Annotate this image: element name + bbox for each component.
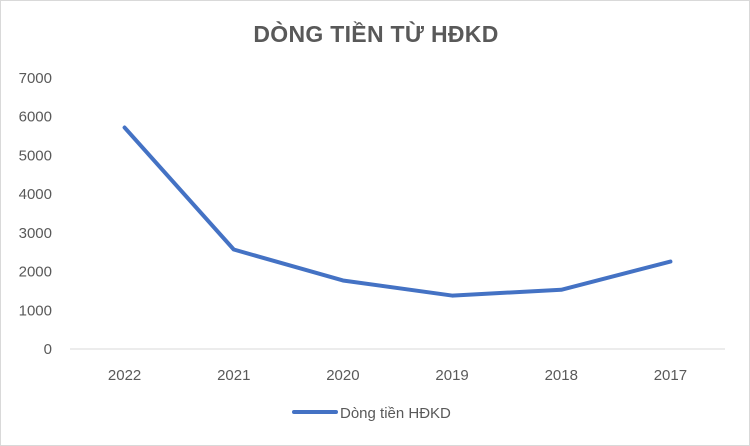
chart-title: DÒNG TIỀN TỪ HĐKD (253, 21, 499, 47)
series-layer (122, 125, 673, 298)
y-tick-label: 4000 (19, 186, 52, 203)
legend: Dòng tiền HĐKD (292, 405, 451, 422)
y-tick-label: 2000 (19, 264, 52, 281)
y-tick-label: 0 (44, 341, 52, 358)
y-tick-label: 5000 (19, 147, 52, 164)
x-tick-label: 2021 (217, 367, 250, 384)
series-line (122, 125, 673, 298)
x-tick-label: 2017 (654, 367, 687, 384)
y-tick-label: 7000 (19, 70, 52, 87)
x-tick-label: 2019 (435, 367, 468, 384)
x-axis-tick-labels: 2022 2021 2020 2019 2018 2017 (108, 367, 687, 384)
x-tick-label: 2018 (545, 367, 578, 384)
y-tick-label: 3000 (19, 225, 52, 242)
x-tick-label: 2020 (326, 367, 359, 384)
y-tick-label: 6000 (19, 109, 52, 126)
legend-label: Dòng tiền HĐKD (340, 405, 451, 422)
y-tick-label: 1000 (19, 302, 52, 319)
x-tick-label: 2022 (108, 367, 141, 384)
y-axis-tick-labels: 0 1000 2000 3000 4000 5000 6000 7000 (19, 70, 52, 358)
